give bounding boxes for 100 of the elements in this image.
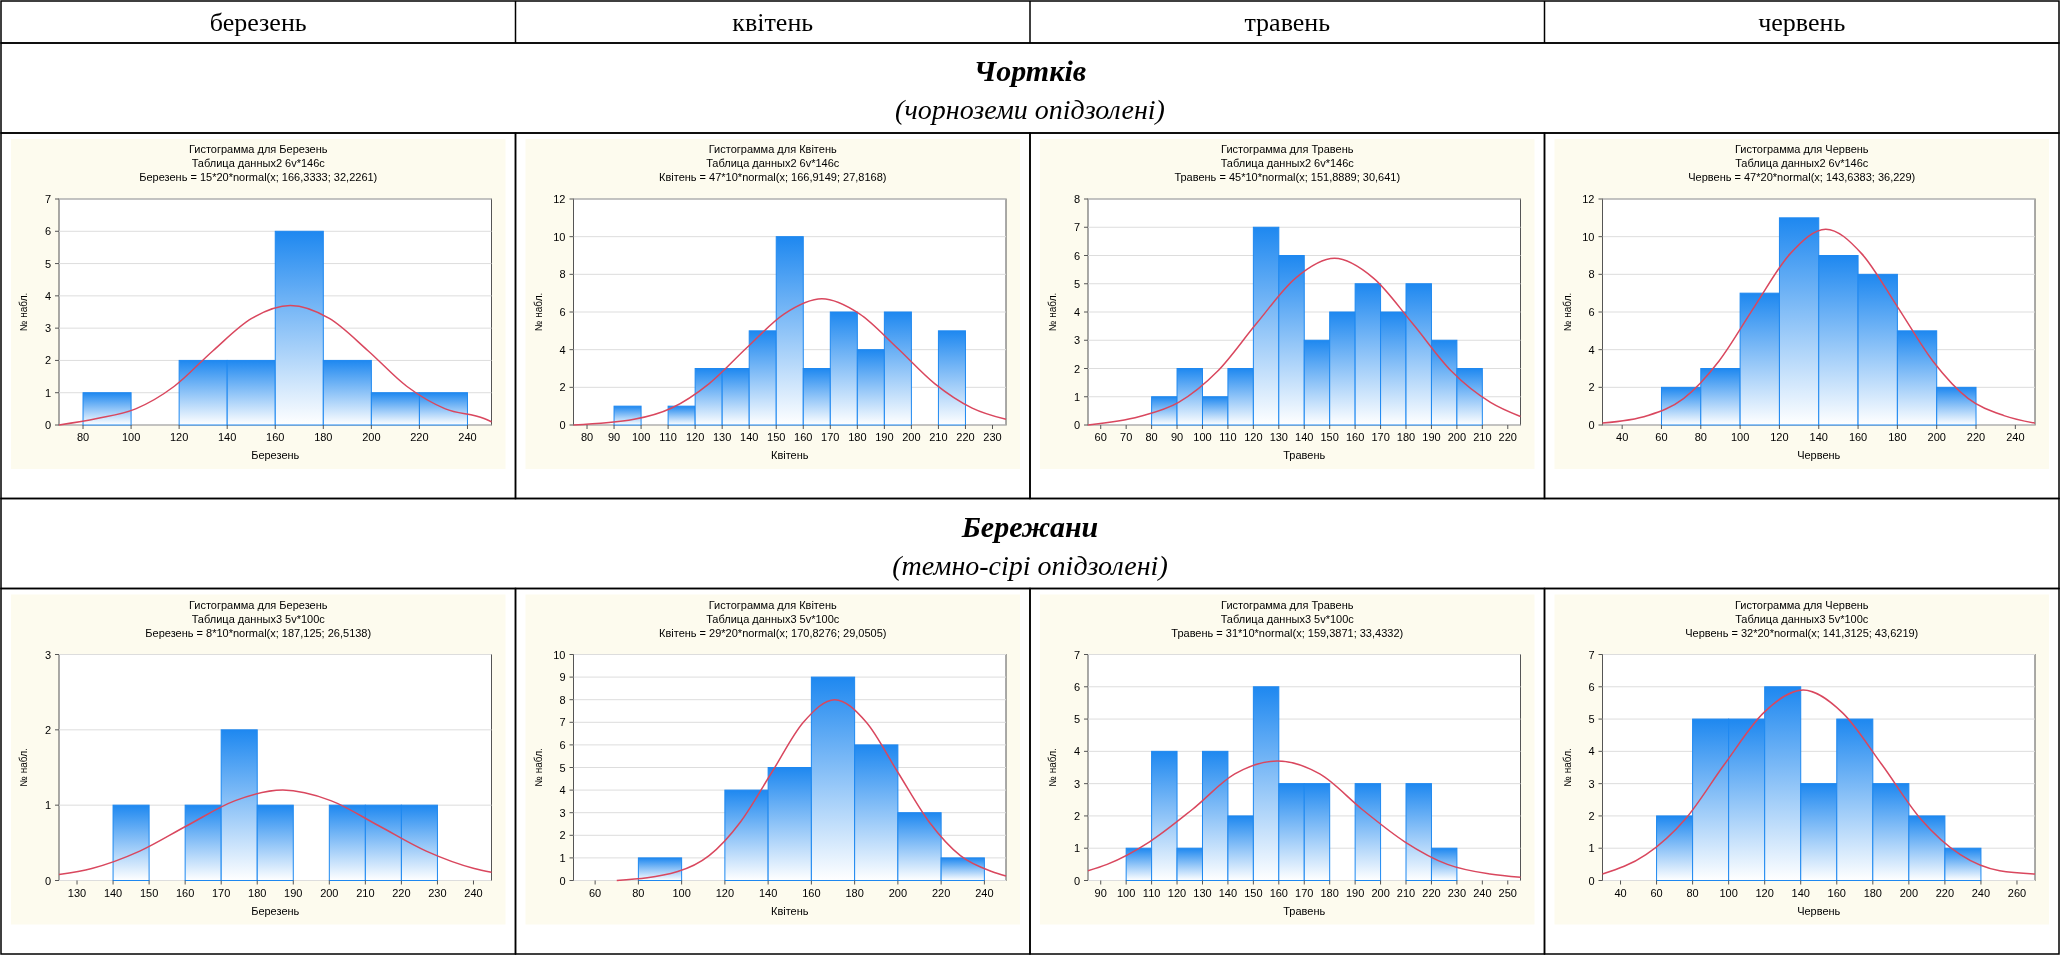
x-tick-label: 170 bbox=[1295, 886, 1314, 899]
y-tick-label: 0 bbox=[1588, 419, 1595, 431]
x-tick-label: 260 bbox=[2007, 886, 2027, 899]
text: березень bbox=[209, 8, 307, 37]
x-tick-label: 120 bbox=[715, 886, 735, 899]
chart-subtitle: Таблица данных3 5v*100c bbox=[191, 612, 326, 625]
x-tick-label: 190 bbox=[1345, 886, 1365, 899]
x-tick-label: 180 bbox=[314, 431, 333, 443]
chart-subtitle: Таблица данных3 5v*100c bbox=[1220, 612, 1355, 625]
x-tick-label: 190 bbox=[284, 886, 303, 899]
x-tick-label: 200 bbox=[320, 886, 339, 899]
x-tick-label: 70 bbox=[1120, 431, 1133, 443]
x-tick-label: 170 bbox=[821, 431, 840, 443]
x-tick-label: 100 bbox=[1730, 431, 1750, 443]
x-axis-title: Червень bbox=[1797, 904, 1841, 917]
y-tick-label: 1 bbox=[559, 851, 566, 864]
x-tick-label: 120 bbox=[1244, 431, 1263, 443]
text: Бережани bbox=[960, 509, 1099, 543]
x-axis-title: Квітень bbox=[770, 904, 809, 917]
x-tick-label: 190 bbox=[875, 431, 894, 443]
line-series bbox=[1087, 257, 1522, 426]
x-tick-label: 240 bbox=[458, 431, 477, 443]
x-tick-label: 160 bbox=[266, 431, 285, 443]
chart-title: Гистограмма для Березень bbox=[188, 143, 328, 155]
x-tick-label: 200 bbox=[888, 886, 908, 899]
y-tick-label: 8 bbox=[1588, 268, 1595, 281]
x-axis-title: Червень bbox=[1797, 449, 1841, 461]
chart-title: Гистограмма для Червень bbox=[1734, 598, 1869, 611]
text: Травень = 31*10*normal(x; 159,3871; 33,4332) bbox=[1171, 626, 1404, 639]
x-tick-label: 140 bbox=[1295, 431, 1314, 443]
x-tick-label: 120 bbox=[685, 431, 705, 443]
y-tick-label: 2 bbox=[559, 381, 566, 394]
chart-title: Гистограмма для Березень bbox=[188, 598, 328, 611]
y-tick-label: 3 bbox=[559, 806, 566, 819]
y-tick-label: 1 bbox=[1073, 390, 1080, 403]
y-axis-title: № набл. bbox=[18, 748, 29, 787]
y-tick-label: 3 bbox=[44, 648, 51, 661]
y-axis-title: № набл. bbox=[1047, 292, 1058, 332]
x-tick-label: 200 bbox=[1371, 886, 1390, 899]
y-tick-label: 0 bbox=[1073, 874, 1080, 887]
x-tick-label: 90 bbox=[1094, 886, 1107, 899]
x-tick-label: 200 bbox=[362, 431, 381, 443]
y-tick-label: 8 bbox=[1073, 193, 1080, 205]
y-axis-title: № набл. bbox=[1561, 748, 1573, 787]
x-tick-label: 80 bbox=[76, 431, 90, 443]
chart-title: Гистограмма для Квітень bbox=[708, 143, 837, 155]
x-tick-label: 140 bbox=[218, 431, 237, 443]
x-tick-label: 130 bbox=[712, 431, 732, 443]
chart-subtitle: Таблица данных2 6v*146c bbox=[191, 157, 326, 169]
chart-title: Гистограмма для Червень bbox=[1734, 143, 1869, 155]
x-tick-label: 80 bbox=[1694, 431, 1707, 443]
text: Березень = 8*10*normal(x; 187,125; 26,5138) bbox=[145, 626, 372, 639]
y-tick-label: 0 bbox=[559, 419, 566, 431]
y-tick-label: 8 bbox=[559, 268, 566, 281]
x-tick-label: 220 bbox=[1966, 431, 1986, 443]
x-tick-label: 250 bbox=[1498, 886, 1517, 899]
x-tick-label: 160 bbox=[1827, 886, 1846, 899]
y-tick-label: 1 bbox=[1073, 842, 1080, 855]
y-tick-label: 6 bbox=[559, 306, 566, 318]
x-tick-label: 180 bbox=[1320, 886, 1339, 899]
text: Червень = 32*20*normal(x; 141,3125; 43,6219) bbox=[1685, 626, 1919, 639]
y-tick-label: 6 bbox=[1588, 680, 1595, 693]
y-tick-label: 3 bbox=[1588, 777, 1595, 790]
y-tick-label: 6 bbox=[44, 225, 51, 238]
x-tick-label: 230 bbox=[1447, 886, 1467, 899]
x-tick-label: 200 bbox=[1447, 431, 1467, 443]
x-tick-label: 110 bbox=[1142, 886, 1161, 899]
x-tick-label: 40 bbox=[1614, 886, 1627, 899]
y-axis-title: № набл. bbox=[18, 292, 29, 332]
x-tick-label: 130 bbox=[67, 886, 87, 899]
y-tick-label: 6 bbox=[1073, 680, 1080, 693]
x-tick-label: 240 bbox=[2006, 431, 2025, 443]
chart-subtitle: Таблица данных3 5v*100c bbox=[706, 612, 840, 625]
x-tick-label: 220 bbox=[956, 431, 975, 443]
x-tick-label: 170 bbox=[1371, 431, 1390, 443]
x-tick-label: 90 bbox=[607, 431, 621, 443]
y-tick-label: 7 bbox=[44, 193, 51, 205]
y-tick-label: 4 bbox=[1073, 306, 1080, 318]
x-tick-label: 160 bbox=[1269, 886, 1288, 899]
text: Березень = 15*20*normal(x; 166,3333; 32,2261) bbox=[139, 171, 378, 183]
text: (темно-сірі опідзолені) bbox=[892, 549, 1168, 581]
x-tick-label: 220 bbox=[1422, 886, 1441, 899]
y-axis-title: № набл. bbox=[1561, 292, 1573, 332]
x-axis-title: Травень bbox=[1283, 449, 1326, 461]
y-tick-label: 3 bbox=[1073, 777, 1080, 790]
x-tick-label: 230 bbox=[983, 431, 1002, 443]
y-tick-label: 4 bbox=[559, 343, 566, 356]
y-tick-label: 10 bbox=[1582, 230, 1595, 243]
y-tick-label: 0 bbox=[44, 874, 51, 887]
y-tick-label: 5 bbox=[1073, 713, 1080, 726]
x-tick-label: 120 bbox=[169, 431, 189, 443]
x-tick-label: 160 bbox=[1848, 431, 1868, 443]
x-tick-label: 160 bbox=[794, 431, 813, 443]
y-axis-title: № набл. bbox=[532, 748, 544, 787]
y-tick-label: 4 bbox=[44, 289, 51, 302]
x-tick-label: 100 bbox=[121, 431, 141, 443]
x-tick-label: 120 bbox=[1770, 431, 1789, 443]
x-tick-label: 240 bbox=[464, 886, 483, 899]
y-tick-label: 9 bbox=[559, 671, 566, 684]
x-tick-label: 160 bbox=[175, 886, 195, 899]
